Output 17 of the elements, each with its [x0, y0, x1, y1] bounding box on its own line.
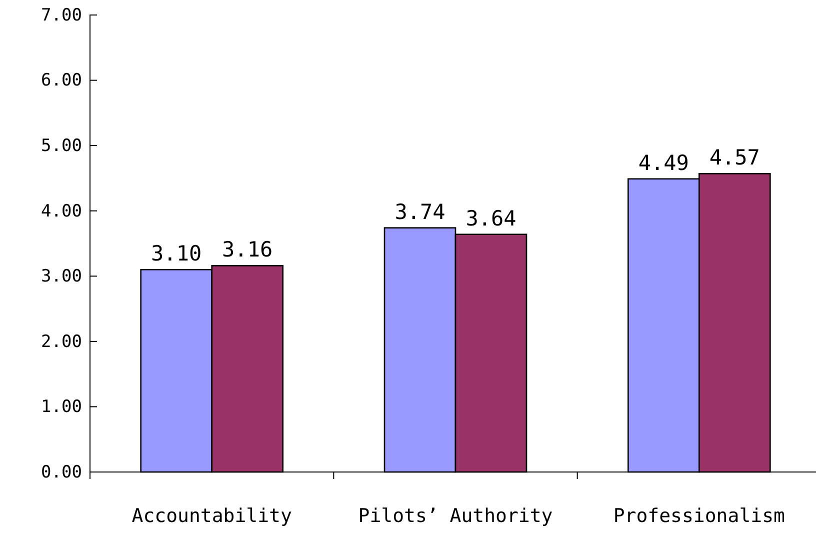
- data-label: 3.16: [222, 238, 273, 262]
- data-label: 3.74: [394, 200, 446, 224]
- y-tick-label: 5.00: [41, 136, 82, 156]
- data-label: 4.49: [638, 150, 689, 175]
- data-label: 4.57: [709, 146, 760, 170]
- y-tick-label: 7.00: [41, 5, 82, 26]
- x-tick-label: Pilots’ Authority: [358, 505, 553, 527]
- y-tick-label: 3.00: [41, 266, 82, 287]
- y-tick-label: 2.00: [41, 332, 82, 352]
- x-tick-label: Accountability: [132, 505, 292, 527]
- y-tick-label: 4.00: [41, 201, 82, 222]
- y-tick-label: 1.00: [41, 397, 82, 418]
- data-label: 3.64: [466, 206, 516, 230]
- y-tick-label: 6.00: [41, 70, 82, 91]
- y-tick-label: 0.00: [41, 462, 82, 482]
- x-tick-label: Professionalism: [613, 505, 785, 527]
- data-label: 3.10: [151, 242, 202, 266]
